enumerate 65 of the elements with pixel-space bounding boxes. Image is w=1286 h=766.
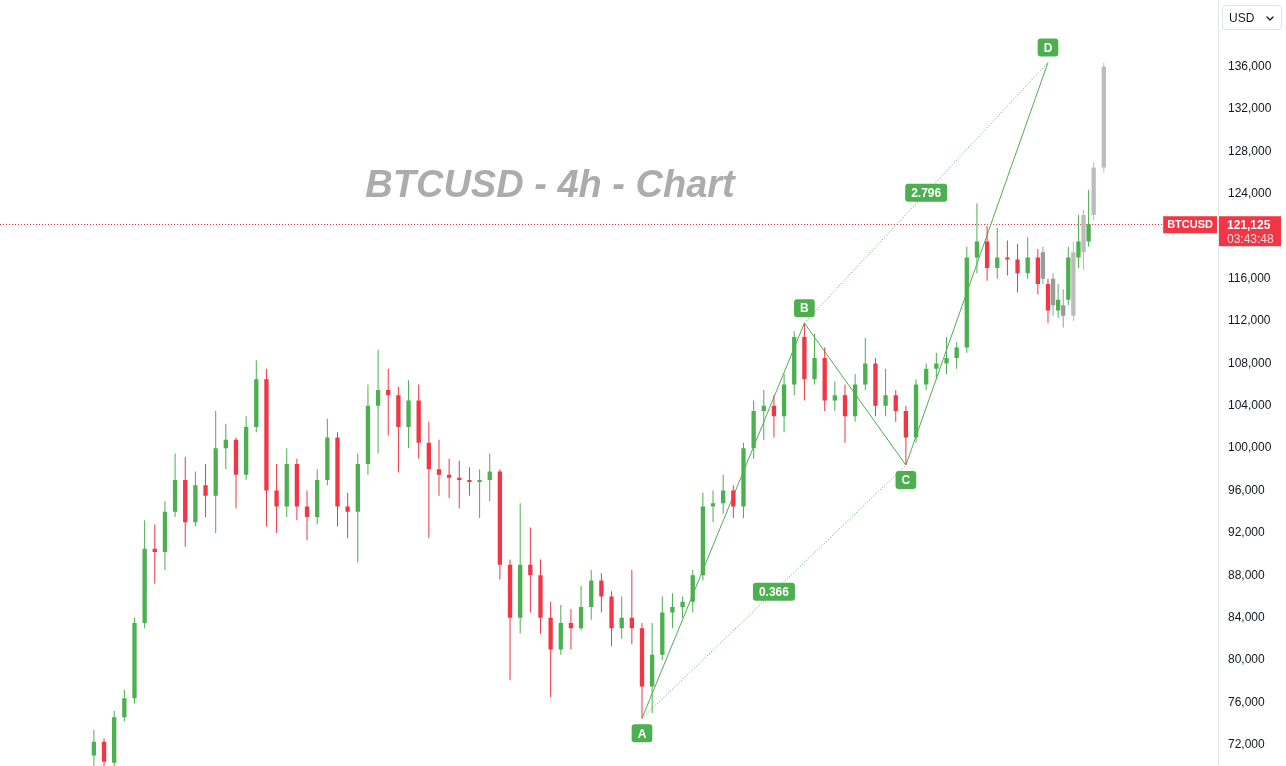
candlestick [548,601,553,698]
y-tick-label: 124,000 [1228,186,1272,201]
y-tick-label: 76,000 [1228,694,1266,709]
y-tick-label: 116,000 [1228,270,1271,285]
data-label: B [800,301,810,316]
candlestick [142,520,147,629]
text: BTCUSD - 4h - Chart [365,162,737,205]
y-tick-label: 100,000 [1228,440,1272,455]
candlestick [934,352,939,380]
candlestick [274,464,279,533]
data-label: C [901,473,911,488]
candlestick [751,400,756,459]
candlestick [386,368,391,436]
candlestick [335,432,340,527]
series-label: 0.366 [758,585,790,600]
candlestick [457,460,462,509]
candlestick [193,471,198,527]
y-tick-label: 108,000 [1228,355,1272,370]
data-label: D [1043,40,1053,55]
candlestick [406,380,411,449]
candlestick [741,442,746,519]
y-tick-label: 88,000 [1228,567,1266,582]
candlestick [680,596,685,618]
candlestick [1015,243,1020,293]
series-label: 2.796 [911,186,942,201]
y-tick-label: 136,000 [1228,59,1272,74]
candlestick [203,464,208,518]
candlestick [152,524,157,584]
y-tick-label: 84,000 [1228,609,1266,624]
text: 03:43:48 [1227,231,1275,246]
candlestick [264,368,269,527]
candlestick [802,323,807,401]
text: 121,125 [1227,217,1271,232]
candlestick [883,368,888,417]
candlestick [132,617,137,704]
candlestick [345,492,350,539]
candlestick [538,559,543,634]
ref-line-label: BTCUSD [1167,218,1214,231]
data-label: A [637,726,647,741]
dropdown-field: USD [1222,5,1282,30]
y-tick-label: 72,000 [1228,737,1266,752]
candlestick [1081,209,1086,271]
candlestick [954,342,959,369]
y-tick-label: 96,000 [1228,482,1266,497]
candlestick [1071,241,1076,322]
candlestick [467,467,472,496]
candlestick [609,591,614,647]
candlestick [396,386,401,473]
y-tick-label: 128,000 [1228,143,1272,158]
candlestick [812,333,817,385]
candlestick [873,358,878,417]
candlestick [436,439,442,496]
y-tick-label: 132,000 [1228,101,1272,116]
y-tick-label: 104,000 [1228,398,1272,413]
y-tick-label: 80,000 [1228,652,1266,667]
y-tick-label: 92,000 [1228,525,1266,540]
candlestick [1086,189,1091,247]
candlestick [1076,215,1081,269]
candlestick [446,458,452,498]
candlestick [599,573,604,613]
y-tick-label: 112,000 [1228,313,1271,328]
candlestick [670,593,675,629]
candlestick [1005,240,1010,276]
candlestick [477,469,482,519]
candlestick [944,336,949,374]
